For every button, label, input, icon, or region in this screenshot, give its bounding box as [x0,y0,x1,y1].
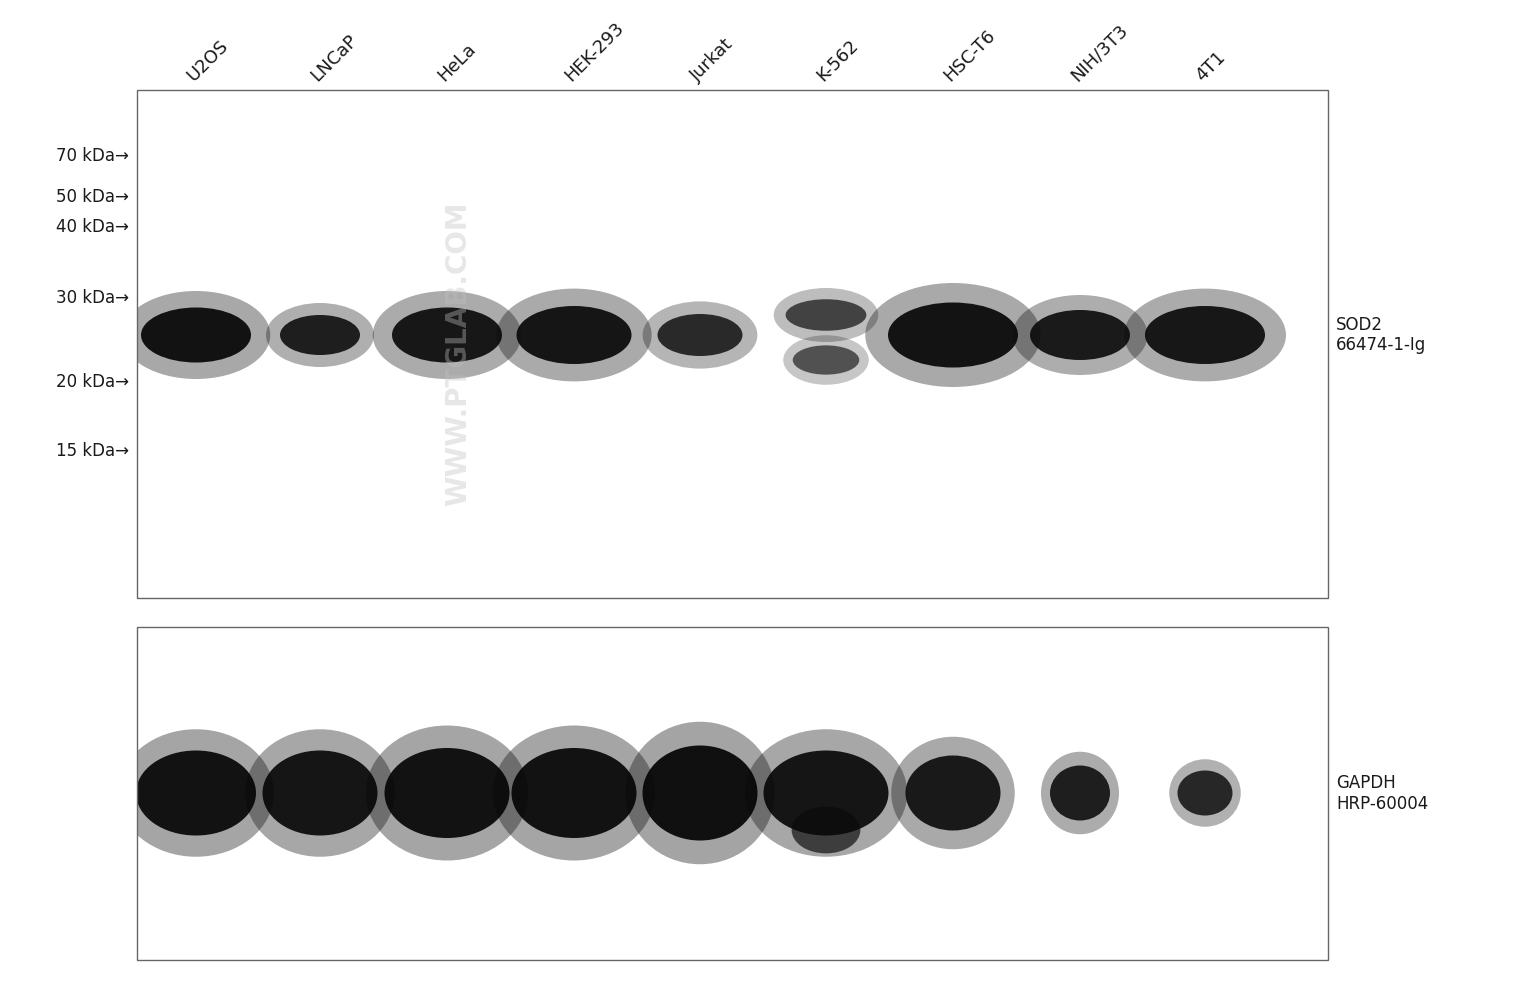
Text: SOD2
66474-1-Ig: SOD2 66474-1-Ig [1337,316,1426,354]
Ellipse shape [1125,289,1286,381]
Ellipse shape [866,283,1041,387]
Ellipse shape [643,301,757,369]
Ellipse shape [497,289,652,381]
Ellipse shape [657,314,742,356]
Text: NIH/3T3: NIH/3T3 [1067,21,1131,85]
Text: 40 kDa→: 40 kDa→ [56,218,130,236]
Text: WWW.PTGLAB.COM: WWW.PTGLAB.COM [445,202,472,506]
Ellipse shape [783,335,869,385]
Ellipse shape [1178,770,1233,815]
Ellipse shape [122,291,270,379]
Ellipse shape [764,750,888,835]
Ellipse shape [517,306,631,364]
Text: 50 kDa→: 50 kDa→ [56,188,130,206]
Ellipse shape [373,291,521,379]
Text: U2OS: U2OS [183,37,232,85]
Ellipse shape [117,729,274,857]
Ellipse shape [892,737,1015,849]
Ellipse shape [625,722,774,864]
Ellipse shape [792,345,860,375]
Ellipse shape [136,750,256,835]
Ellipse shape [280,315,360,355]
Text: HSC-T6: HSC-T6 [940,26,998,85]
Ellipse shape [366,725,529,860]
Ellipse shape [142,308,251,362]
Ellipse shape [1145,306,1265,364]
Ellipse shape [512,748,637,838]
Text: Jurkat: Jurkat [687,35,738,85]
Ellipse shape [643,745,757,840]
Text: HEK-293: HEK-293 [561,19,628,85]
Text: 15 kDa→: 15 kDa→ [56,442,130,460]
Ellipse shape [245,729,395,857]
Ellipse shape [745,729,907,857]
Text: 4T1: 4T1 [1192,48,1228,85]
Ellipse shape [384,748,509,838]
Ellipse shape [492,725,655,860]
Text: 20 kDa→: 20 kDa→ [56,373,130,391]
Text: 70 kDa→: 70 kDa→ [56,147,130,165]
Text: K-562: K-562 [814,36,863,85]
Ellipse shape [1012,295,1148,375]
Ellipse shape [1050,766,1109,820]
Ellipse shape [1041,752,1119,834]
Text: 30 kDa→: 30 kDa→ [56,289,130,307]
Ellipse shape [262,750,378,835]
Ellipse shape [392,308,501,362]
Ellipse shape [888,302,1018,367]
Text: HeLa: HeLa [434,40,480,85]
Ellipse shape [267,303,373,367]
Ellipse shape [1169,759,1241,827]
Text: LNCaP: LNCaP [308,31,361,85]
Ellipse shape [791,807,861,853]
Text: GAPDH
HRP-60004: GAPDH HRP-60004 [1337,774,1428,813]
Ellipse shape [1030,310,1129,360]
Ellipse shape [786,299,866,331]
Ellipse shape [774,288,878,342]
Ellipse shape [905,756,1000,830]
